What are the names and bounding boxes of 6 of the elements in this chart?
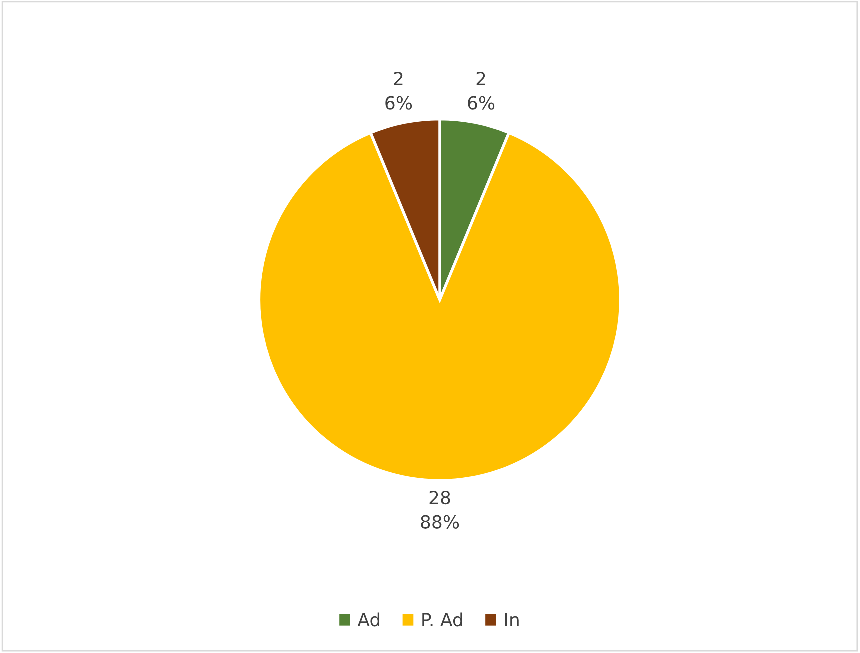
legend-label: P. Ad — [422, 612, 462, 627]
data-label: 2 6% — [386, 72, 412, 110]
legend-label: In — [505, 613, 519, 626]
data-label: 28 88% — [421, 490, 460, 529]
data-label: 2 6% — [468, 72, 495, 110]
legend-label: Ad — [358, 612, 380, 627]
